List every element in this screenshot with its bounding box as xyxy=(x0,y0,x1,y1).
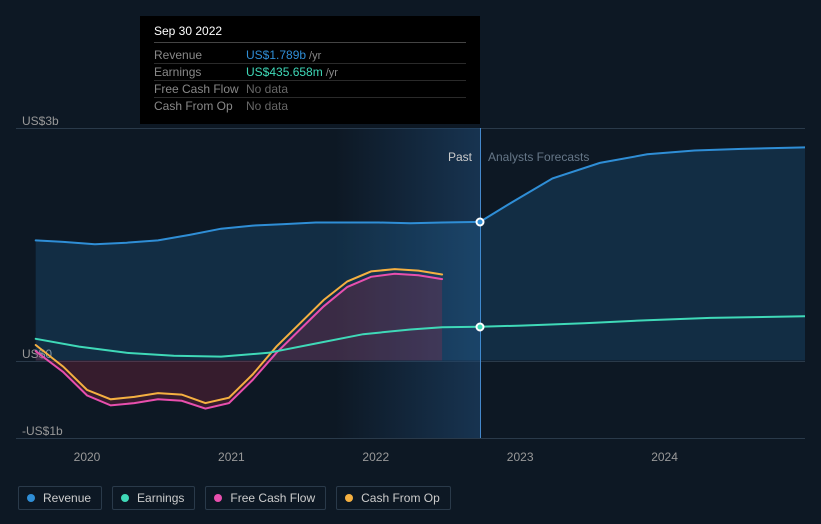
tooltip-value: US$435.658m/yr xyxy=(246,65,338,79)
tooltip-date: Sep 30 2022 xyxy=(154,24,466,43)
period-label-past: Past xyxy=(448,150,472,164)
legend-item-revenue[interactable]: Revenue xyxy=(18,486,102,510)
legend-item-earnings[interactable]: Earnings xyxy=(112,486,195,510)
legend-item-cfo[interactable]: Cash From Op xyxy=(336,486,451,510)
tooltip-value: No data xyxy=(246,82,288,96)
financials-chart: Sep 30 2022 RevenueUS$1.789b/yrEarningsU… xyxy=(0,0,821,524)
x-axis-label: 2021 xyxy=(218,450,245,464)
plot-area[interactable]: Past Analysts Forecasts xyxy=(16,128,805,438)
y-axis-label: US$3b xyxy=(22,114,59,128)
chart-tooltip: Sep 30 2022 RevenueUS$1.789b/yrEarningsU… xyxy=(140,16,480,124)
legend-dot xyxy=(27,494,35,502)
legend-label: Revenue xyxy=(43,491,91,505)
marker-dot-earnings xyxy=(476,322,485,331)
tooltip-label: Cash From Op xyxy=(154,99,246,113)
tooltip-value: US$1.789b/yr xyxy=(246,48,321,62)
gridline xyxy=(16,438,805,439)
legend-item-fcf[interactable]: Free Cash Flow xyxy=(205,486,326,510)
tooltip-row-revenue: RevenueUS$1.789b/yr xyxy=(154,47,466,64)
tooltip-label: Earnings xyxy=(154,65,246,79)
tooltip-row-earnings: EarningsUS$435.658m/yr xyxy=(154,64,466,81)
tooltip-label: Free Cash Flow xyxy=(154,82,246,96)
period-label-forecast: Analysts Forecasts xyxy=(488,150,589,164)
x-axis-label: 2020 xyxy=(74,450,101,464)
x-axis-label: 2022 xyxy=(362,450,389,464)
x-axis-label: 2023 xyxy=(507,450,534,464)
tooltip-row-fcf: Free Cash FlowNo data xyxy=(154,81,466,98)
legend: Revenue Earnings Free Cash Flow Cash From O… xyxy=(18,486,451,510)
legend-label: Cash From Op xyxy=(361,491,440,505)
legend-label: Earnings xyxy=(137,491,184,505)
legend-label: Free Cash Flow xyxy=(230,491,315,505)
tooltip-row-cfo: Cash From OpNo data xyxy=(154,98,466,114)
marker-dot-revenue xyxy=(476,217,485,226)
legend-dot xyxy=(345,494,353,502)
legend-dot xyxy=(121,494,129,502)
tooltip-label: Revenue xyxy=(154,48,246,62)
x-axis-label: 2024 xyxy=(651,450,678,464)
tooltip-value: No data xyxy=(246,99,288,113)
legend-dot xyxy=(214,494,222,502)
chart-svg xyxy=(16,128,805,438)
